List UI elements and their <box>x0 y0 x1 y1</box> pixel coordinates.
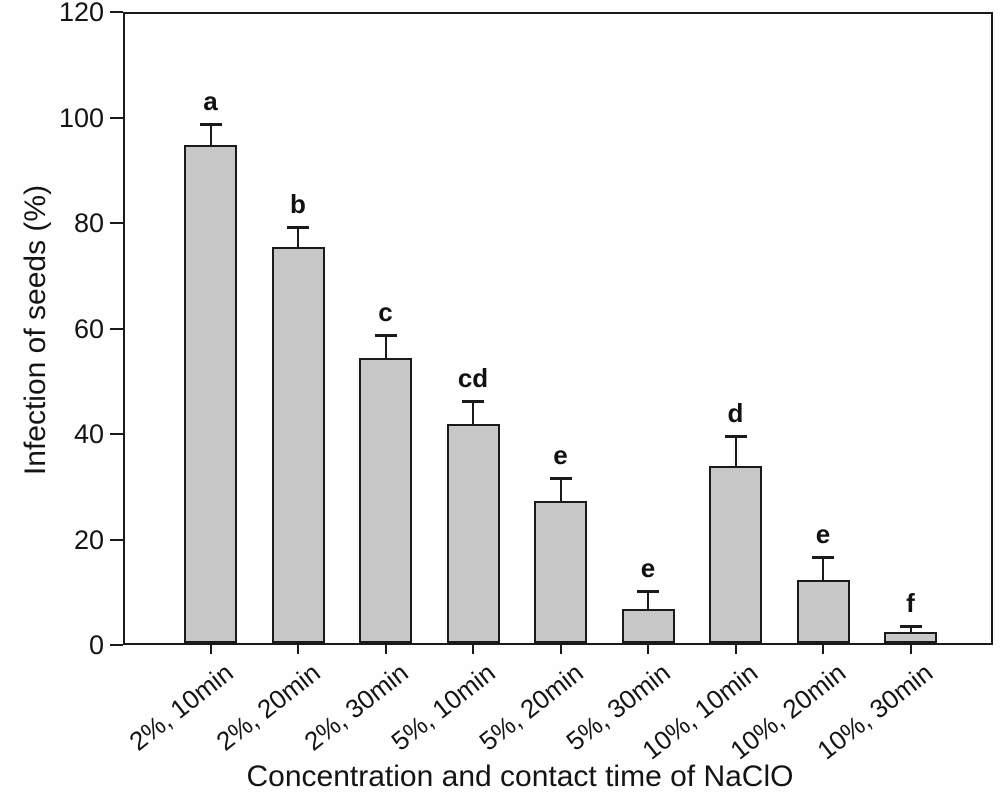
x-tick-mark <box>734 645 737 654</box>
error-bar-cap <box>724 434 747 438</box>
error-bar-cap <box>199 123 222 127</box>
error-bar-line <box>822 555 824 580</box>
error-bar-cap <box>637 590 659 594</box>
x-tick-mark <box>909 645 912 654</box>
error-bar-cap <box>374 334 397 338</box>
error-bar-cap <box>287 226 309 230</box>
y-tick-mark <box>110 327 123 330</box>
significance-letter: e <box>815 518 831 549</box>
bar <box>796 579 850 643</box>
bar <box>534 500 587 643</box>
bar <box>446 424 500 643</box>
error-bar-line <box>384 334 387 359</box>
significance-letter: e <box>553 439 568 470</box>
significance-letter: a <box>203 86 218 117</box>
x-tick-mark <box>647 645 649 654</box>
bar <box>709 466 762 643</box>
y-tick-label: 80 <box>73 208 104 238</box>
error-bar-cap <box>549 476 572 480</box>
error-bar-cap <box>462 400 484 404</box>
error-bar-cap <box>812 555 834 559</box>
significance-letter: e <box>640 553 656 584</box>
x-tick-mark <box>209 645 212 654</box>
x-tick-mark <box>472 645 474 654</box>
significance-letter: b <box>290 189 306 220</box>
y-tick-mark <box>110 433 123 435</box>
y-tick-mark <box>110 538 123 541</box>
x-tick-mark <box>384 645 387 654</box>
bar <box>884 632 937 643</box>
bar <box>184 144 237 643</box>
significance-letter: cd <box>457 363 489 394</box>
y-tick-mark <box>110 11 123 13</box>
error-bar-line <box>209 123 212 145</box>
y-tick-label: 0 <box>88 630 104 660</box>
x-tick-mark <box>297 645 299 654</box>
bar <box>621 608 675 643</box>
y-tick-label: 20 <box>73 524 104 555</box>
y-tick-label: 40 <box>73 419 104 449</box>
error-bar-cap <box>899 624 922 628</box>
error-bar-line <box>734 434 737 467</box>
y-tick-mark <box>110 222 123 224</box>
y-tick-mark <box>110 644 123 646</box>
error-bar-line <box>472 400 474 425</box>
y-tick-label: 120 <box>58 0 104 27</box>
significance-letter: f <box>906 587 915 618</box>
y-tick-label: 100 <box>58 102 104 133</box>
significance-letter: c <box>378 297 393 328</box>
x-tick-mark <box>822 645 824 654</box>
error-bar-line <box>909 624 912 633</box>
error-bar-line <box>297 226 299 248</box>
bar <box>271 247 325 643</box>
y-axis-title: Infection of seeds (%) <box>19 184 52 476</box>
error-bar-line <box>559 476 562 501</box>
y-tick-label: 60 <box>73 313 104 344</box>
bar <box>359 358 412 643</box>
y-tick-mark <box>110 116 123 119</box>
x-axis-title: Concentration and contact time of NaClO <box>246 760 794 793</box>
error-bar-line <box>647 590 649 609</box>
x-tick-mark <box>559 645 562 654</box>
significance-letter: d <box>727 397 744 428</box>
